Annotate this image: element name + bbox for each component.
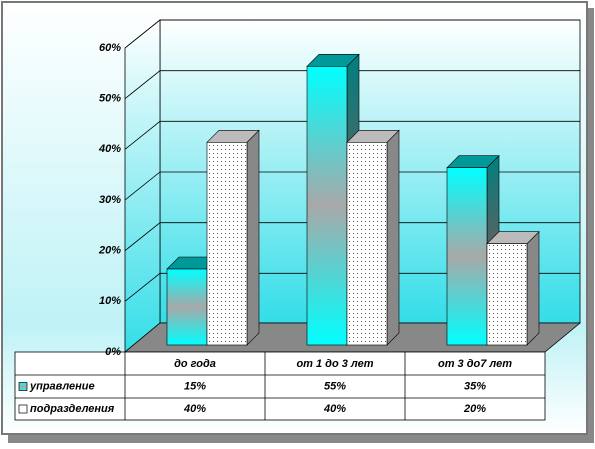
- y-tick-label: 50%: [99, 93, 121, 105]
- legend-label: управление: [29, 380, 95, 392]
- x-tick-label: от 1 до 3 лет: [296, 358, 373, 370]
- data-label: 15%: [184, 380, 206, 392]
- bar: [306, 66, 348, 346]
- data-label: 40%: [183, 403, 206, 415]
- data-label: 35%: [464, 380, 486, 392]
- legend-swatch: [18, 404, 28, 414]
- bar-side: [246, 129, 260, 346]
- legend-swatch: [18, 382, 28, 391]
- bar: [486, 243, 528, 346]
- data-label: 20%: [463, 403, 486, 415]
- bar: [206, 142, 248, 346]
- bar: [346, 142, 388, 346]
- data-label: 55%: [324, 380, 346, 392]
- y-tick-label: 40%: [98, 143, 121, 155]
- legend-label: подразделения: [30, 403, 115, 415]
- x-tick-label: от 3 до7 лет: [438, 358, 512, 370]
- y-tick-label: 30%: [99, 194, 121, 206]
- x-tick-label: до года: [174, 358, 216, 370]
- grid-line: [124, 171, 580, 201]
- y-tick-label: 10%: [99, 295, 121, 307]
- y-tick-label: 20%: [98, 245, 121, 257]
- data-label: 40%: [323, 403, 346, 415]
- grid-line: [124, 272, 580, 302]
- bar-side: [526, 230, 540, 346]
- grid-line: [124, 19, 580, 49]
- bar: [446, 167, 488, 346]
- grid-line: [124, 70, 580, 99]
- grid-line: [124, 222, 580, 251]
- bar: [166, 268, 208, 346]
- y-tick-label: 0%: [105, 346, 121, 358]
- y-tick-label: 60%: [99, 42, 121, 54]
- table-box: [14, 351, 546, 421]
- data-table: [14, 351, 546, 421]
- bar-side: [386, 129, 400, 346]
- grid-line: [124, 120, 580, 150]
